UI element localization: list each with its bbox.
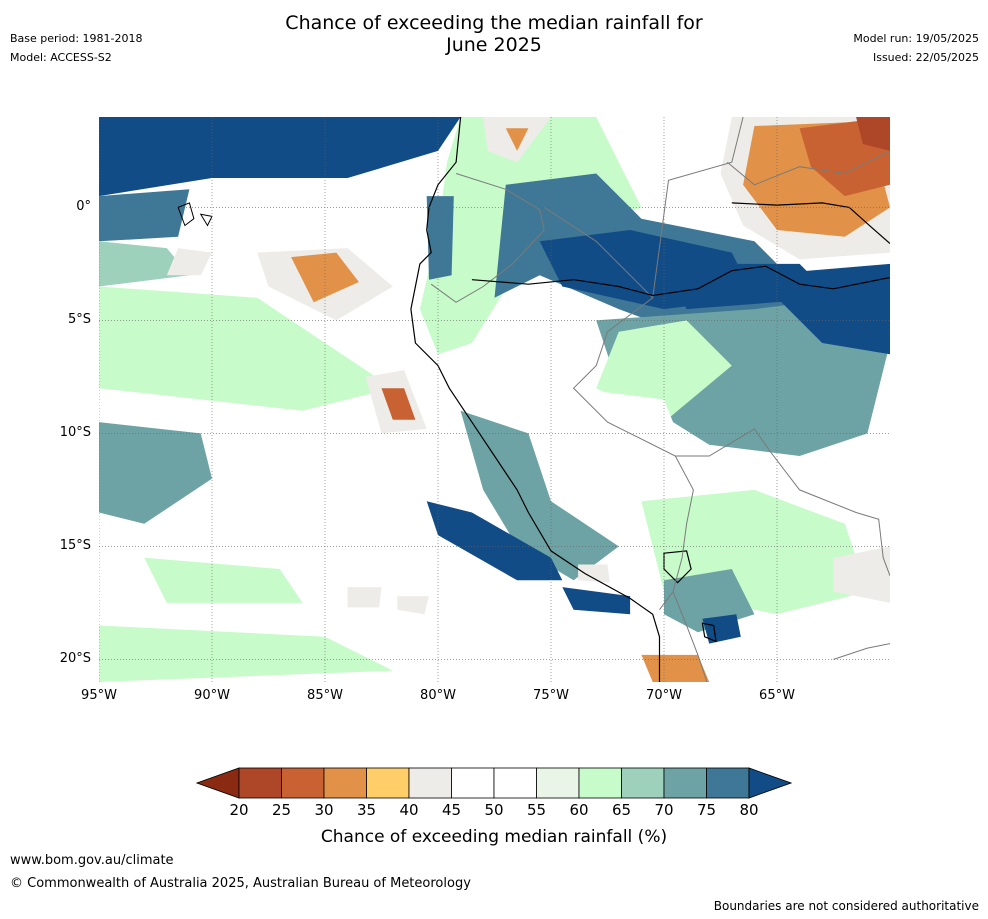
- map-title: Chance of exceeding the median rainfall …: [0, 12, 988, 56]
- colorbar-above-arrow: [748, 767, 792, 799]
- rainfall-region-0: [99, 117, 461, 197]
- rainfall-region-30: [578, 564, 610, 583]
- latitude-label-2: 10°S: [59, 425, 91, 441]
- rainfall-region-13: [397, 596, 429, 615]
- rainfall-region-36: [833, 546, 890, 603]
- rainfall-region-3: [99, 286, 393, 411]
- model-name: Model: ACCESS-S2: [10, 51, 112, 64]
- colorbar-band-1: [281, 767, 325, 799]
- country-boundary-3: [675, 428, 890, 576]
- latitude-label-3: 15°S: [59, 538, 91, 554]
- colorbar-below-arrow: [196, 767, 240, 799]
- colorbar-tick-70: 70: [654, 801, 674, 819]
- country-boundary-6: [726, 150, 890, 186]
- latitude-label-4: 20°S: [59, 651, 91, 667]
- colorbar-tick-55: 55: [526, 801, 547, 819]
- longitude-label-0: 95°W: [81, 688, 117, 703]
- colorbar-tick-75: 75: [696, 801, 717, 819]
- title-line-2: June 2025: [446, 34, 542, 56]
- colorbar-tick-45: 45: [441, 801, 462, 819]
- latitude-label-0: 0°: [76, 199, 91, 215]
- rainfall-region-17: [426, 196, 454, 280]
- colorbar-band-4: [408, 767, 452, 799]
- colorbar-band-9: [621, 767, 665, 799]
- island-0: [177, 202, 195, 227]
- colorbar-tick-60: 60: [569, 801, 589, 819]
- colorbar-tick-35: 35: [356, 801, 377, 819]
- colorbar-band-8: [578, 767, 622, 799]
- rainfall-region-4: [99, 422, 212, 524]
- map-canvas: [99, 117, 890, 682]
- rainfall-region-2: [99, 241, 190, 287]
- rainfall-map: [99, 117, 890, 682]
- colorbar-tick-20: 20: [229, 801, 249, 819]
- rainfall-region-10: [381, 388, 416, 420]
- colorbar-tick-40: 40: [399, 801, 419, 819]
- colorbar-tick-80: 80: [739, 801, 759, 819]
- rainfall-region-1: [99, 189, 190, 242]
- country-boundary-5: [833, 643, 890, 660]
- country-boundary-0: [430, 173, 545, 303]
- rainfall-region-12: [347, 587, 382, 608]
- longitude-label-5: 70°W: [646, 688, 682, 703]
- colorbar-band-2: [323, 767, 367, 799]
- longitude-label-3: 80°W: [420, 688, 456, 703]
- rainfall-region-24: [460, 410, 619, 581]
- colorbar-band-7: [536, 767, 580, 799]
- issued-date: Issued: 22/05/2025: [872, 51, 979, 64]
- rainfall-region-31: [641, 654, 710, 682]
- rainfall-region-26: [562, 587, 631, 615]
- colorbar-band-5: [451, 767, 495, 799]
- rainfall-region-35: [856, 117, 890, 151]
- longitude-label-4: 75°W: [533, 688, 569, 703]
- country-boundary-4: [672, 591, 708, 682]
- latitude-label-1: 5°S: [67, 312, 91, 328]
- base-period: Base period: 1981-2018: [10, 32, 143, 45]
- longitude-label-1: 90°W: [194, 688, 230, 703]
- colorbar-tick-30: 30: [314, 801, 334, 819]
- colorbar-band-10: [663, 767, 707, 799]
- footer-note: Boundaries are not considered authoritat…: [713, 899, 979, 913]
- rainfall-region-29: [702, 614, 741, 644]
- footer-url: www.bom.gov.au/climate: [10, 853, 174, 868]
- rainfall-region-11: [166, 248, 212, 276]
- country-boundary-1: [543, 206, 694, 610]
- island-1: [199, 213, 213, 227]
- longitude-label-6: 65°W: [759, 688, 795, 703]
- model-run: Model run: 19/05/2025: [853, 32, 979, 45]
- colorbar-band-3: [366, 767, 410, 799]
- colorbar-label: Chance of exceeding median rainfall (%): [320, 827, 668, 847]
- rainfall-region-25: [426, 501, 563, 581]
- rainfall-region-6: [99, 625, 393, 682]
- colorbar: [196, 767, 792, 799]
- title-line-1: Chance of exceeding the median rainfall …: [285, 12, 703, 34]
- rainfall-region-23: [754, 263, 890, 355]
- country-boundary-2: [652, 117, 744, 298]
- rainfall-region-16: [505, 128, 529, 151]
- coastline: [410, 117, 661, 682]
- river-0: [471, 265, 890, 297]
- river-1: [731, 202, 890, 245]
- colorbar-band-11: [706, 767, 750, 799]
- lake-1: [701, 622, 717, 643]
- colorbar-band-6: [493, 767, 537, 799]
- rainfall-region-5: [144, 557, 303, 603]
- colorbar-tick-25: 25: [271, 801, 292, 819]
- footer-copyright: © Commonwealth of Australia 2025, Austra…: [10, 876, 471, 891]
- rainfall-region-8: [291, 252, 359, 303]
- colorbar-band-0: [238, 767, 282, 799]
- colorbar-tick-65: 65: [611, 801, 632, 819]
- longitude-label-2: 85°W: [307, 688, 343, 703]
- colorbar-tick-50: 50: [484, 801, 504, 819]
